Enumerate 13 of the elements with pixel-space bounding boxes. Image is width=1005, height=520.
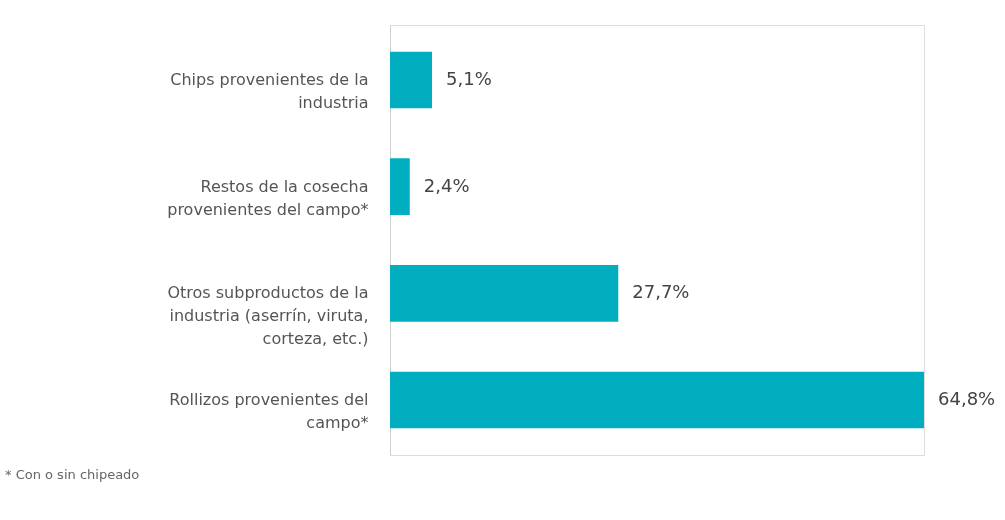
bar [390, 371, 924, 429]
data-label: 2,4% [423, 174, 470, 196]
text: * Con o sin chipeado [5, 467, 140, 482]
bar [390, 158, 410, 215]
data-label: 5,1% [446, 67, 492, 89]
bar [390, 265, 619, 322]
data-label: 27,7% [632, 281, 690, 303]
y-tick-label: Restos de la cosecha provenientes del campo* [167, 176, 369, 219]
y-tick-label: Chips provenientes de la industria [170, 69, 369, 112]
bar [390, 51, 433, 109]
y-tick-label: Otros subproductos de la industria (aserrín, viruta, corteza, etc.) [167, 283, 369, 349]
y-tick-label: Rollizos provenientes del campo* [169, 390, 369, 433]
data-label: 64,8% [938, 388, 996, 410]
